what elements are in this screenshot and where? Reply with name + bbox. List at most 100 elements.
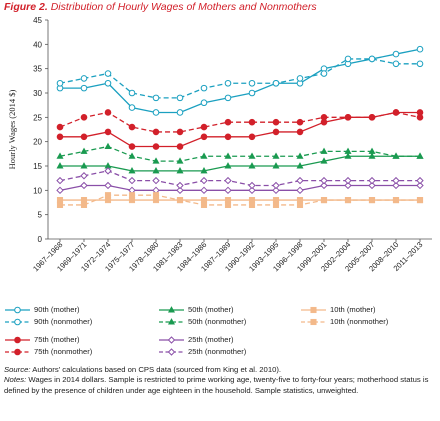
- y-tick-label: 0: [38, 235, 43, 244]
- data-point: [176, 167, 184, 174]
- data-point: [344, 181, 352, 190]
- legend-swatch: [159, 306, 184, 313]
- data-point: [344, 152, 352, 159]
- data-point: [56, 133, 64, 141]
- legend-label: 50th (nonmother): [188, 317, 247, 326]
- data-point: [56, 186, 64, 195]
- data-point: [128, 152, 136, 159]
- data-point: [320, 147, 328, 154]
- data-point: [200, 201, 208, 208]
- data-point: [224, 162, 232, 169]
- data-point: [128, 143, 136, 150]
- data-point: [56, 162, 64, 169]
- data-point: [80, 181, 88, 190]
- data-point: [248, 89, 256, 97]
- series-line: [60, 48, 421, 114]
- data-point: [104, 109, 112, 116]
- data-point: [104, 181, 112, 190]
- data-point: [104, 142, 112, 150]
- data-point: [368, 197, 376, 204]
- data-point: [200, 167, 208, 174]
- data-point: [272, 128, 280, 136]
- data-point: [224, 201, 232, 208]
- data-point: [344, 197, 352, 204]
- y-tick-label: 40: [33, 40, 42, 49]
- data-point: [128, 167, 136, 174]
- legend-item: 10th (mother): [300, 305, 440, 316]
- legend-marker: [167, 306, 176, 313]
- legend-swatch: [159, 318, 184, 325]
- data-point: [152, 176, 160, 185]
- data-point: [272, 201, 280, 208]
- data-point: [368, 181, 376, 190]
- data-point: [296, 152, 304, 159]
- data-point: [152, 94, 160, 102]
- data-point: [104, 192, 112, 199]
- legend-swatch: [159, 336, 184, 344]
- y-tick-label: 30: [33, 89, 42, 98]
- legend-marker: [14, 306, 21, 314]
- series-25th-mother: [56, 181, 424, 195]
- data-point: [200, 186, 208, 195]
- data-point: [80, 201, 88, 208]
- figure-label: Figure 2.: [4, 1, 48, 13]
- data-point: [272, 152, 280, 159]
- legend-label: 75th (nonmother): [34, 347, 93, 356]
- data-point: [128, 104, 136, 111]
- legend-marker: [14, 336, 21, 344]
- legend-swatch: [5, 336, 30, 344]
- series-25th-nonmother: [56, 167, 424, 190]
- legend-label: 90th (nonmother): [34, 317, 93, 326]
- data-point: [80, 84, 88, 92]
- data-point: [296, 118, 304, 126]
- data-point: [416, 152, 424, 159]
- y-tick-label: 20: [33, 138, 42, 147]
- data-point: [104, 79, 112, 87]
- data-point: [128, 89, 136, 97]
- data-point: [248, 152, 256, 159]
- figure-notes: Source: Authors’ calculations based on C…: [4, 365, 438, 396]
- legend-swatch: [5, 348, 30, 356]
- legend-label: 25th (nonmother): [188, 347, 247, 356]
- data-point: [392, 60, 400, 68]
- data-point: [272, 162, 280, 169]
- legend-marker: [310, 306, 317, 314]
- legend-label: 75th (mother): [34, 335, 80, 344]
- data-point: [224, 118, 232, 126]
- data-point: [416, 181, 424, 190]
- legend-swatch: [301, 306, 326, 314]
- data-point: [200, 84, 208, 92]
- data-point: [344, 114, 352, 121]
- series-50th-nonmother: [56, 142, 424, 164]
- data-point: [128, 123, 136, 131]
- data-point: [296, 128, 304, 136]
- legend-item: 25th (mother): [158, 335, 298, 346]
- data-point: [56, 201, 64, 208]
- legend-marker: [310, 318, 317, 326]
- series-line: [60, 155, 420, 172]
- legend-label: 50th (mother): [188, 305, 234, 314]
- data-point: [248, 79, 256, 87]
- data-point: [56, 152, 64, 159]
- data-point: [296, 186, 304, 195]
- y-tick-label: 10: [33, 186, 42, 195]
- y-axis-label: Hourly Wages (2014 $): [7, 90, 17, 170]
- data-point: [152, 128, 160, 136]
- legend-item: 75th (nonmother): [4, 347, 144, 358]
- data-point: [152, 157, 160, 164]
- series-10th-nonmother: [56, 192, 424, 208]
- data-point: [272, 181, 280, 190]
- legend-item: 90th (mother): [4, 305, 144, 316]
- data-point: [320, 114, 328, 121]
- source-note: Source: Authors’ calculations based on C…: [4, 365, 438, 375]
- data-point: [368, 176, 376, 185]
- data-point: [392, 109, 400, 116]
- figure-title: Figure 2. Distribution of Hourly Wages o…: [4, 1, 317, 13]
- data-point: [128, 192, 136, 199]
- data-point: [320, 157, 328, 164]
- data-point: [272, 118, 280, 126]
- data-point: [224, 94, 232, 102]
- data-point: [176, 94, 184, 102]
- data-point: [200, 133, 208, 141]
